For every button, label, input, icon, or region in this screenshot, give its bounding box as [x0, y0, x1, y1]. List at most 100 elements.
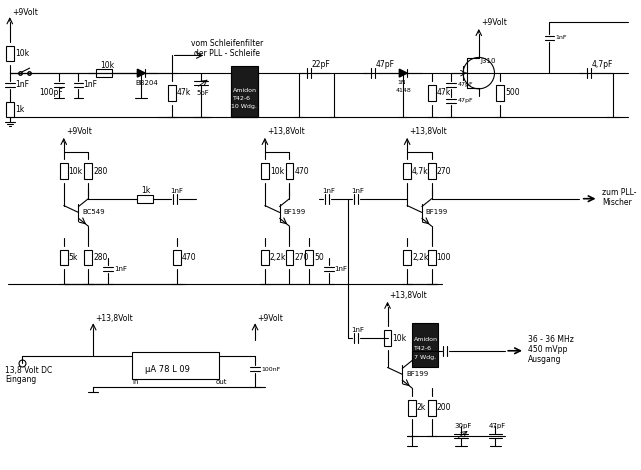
- Text: Eingang: Eingang: [5, 375, 36, 384]
- Text: 47k: 47k: [177, 88, 191, 97]
- Bar: [96, 69, 112, 77]
- Bar: [60, 250, 68, 266]
- Text: µA 78 L 09: µA 78 L 09: [146, 365, 190, 374]
- Bar: [383, 330, 392, 346]
- Bar: [6, 46, 13, 62]
- Text: 36 - 36 MHz: 36 - 36 MHz: [528, 336, 574, 345]
- Text: 280: 280: [93, 167, 108, 176]
- Text: +9Volt: +9Volt: [481, 17, 506, 27]
- Text: 2,2k: 2,2k: [270, 253, 286, 262]
- Text: 270: 270: [437, 167, 451, 176]
- Text: +9Volt: +9Volt: [12, 8, 38, 17]
- Text: 10 Wdg.: 10 Wdg.: [231, 104, 256, 109]
- Text: 470: 470: [181, 253, 196, 262]
- Text: Ausgang: Ausgang: [528, 355, 562, 364]
- Text: zum PLL-: zum PLL-: [603, 188, 637, 197]
- Text: 1nF: 1nF: [15, 80, 29, 89]
- Bar: [428, 400, 436, 415]
- Text: 1nF: 1nF: [322, 188, 335, 194]
- Bar: [6, 102, 13, 118]
- Text: 47pF: 47pF: [376, 60, 395, 69]
- Text: 470: 470: [294, 167, 309, 176]
- Text: BF199: BF199: [426, 210, 448, 215]
- Text: 22pF: 22pF: [312, 60, 331, 69]
- Text: 10k: 10k: [15, 49, 29, 58]
- Text: 13,8 Volt DC: 13,8 Volt DC: [5, 366, 52, 375]
- Bar: [85, 250, 92, 266]
- Text: 2k: 2k: [417, 403, 426, 412]
- Text: 4,7k: 4,7k: [412, 167, 429, 176]
- Bar: [285, 250, 294, 266]
- Text: 10k: 10k: [392, 334, 406, 343]
- Text: Mischer: Mischer: [603, 198, 632, 207]
- Bar: [428, 250, 436, 266]
- Bar: [261, 164, 269, 179]
- Text: T42-6: T42-6: [233, 96, 251, 101]
- Text: 100pF: 100pF: [39, 88, 63, 97]
- Bar: [60, 164, 68, 179]
- Bar: [261, 250, 269, 266]
- Text: 450 mVpp: 450 mVpp: [528, 345, 567, 354]
- Text: 10k: 10k: [69, 167, 83, 176]
- Text: T42-6: T42-6: [414, 346, 432, 351]
- Text: 1nF: 1nF: [351, 327, 364, 333]
- Text: 100: 100: [437, 253, 451, 262]
- Text: 100nF: 100nF: [261, 367, 280, 372]
- Text: Amidon: Amidon: [414, 337, 438, 343]
- Text: 30pF: 30pF: [454, 423, 472, 429]
- Bar: [133, 352, 219, 379]
- Text: J310: J310: [481, 58, 496, 64]
- Text: 47pF: 47pF: [457, 98, 473, 103]
- Text: 1nF: 1nF: [83, 80, 97, 89]
- Bar: [285, 164, 294, 179]
- Text: 4,7pF: 4,7pF: [592, 60, 613, 69]
- Text: +13,8Volt: +13,8Volt: [267, 127, 304, 136]
- Text: BC549: BC549: [83, 210, 105, 215]
- Text: out: out: [216, 379, 228, 385]
- Text: 200: 200: [437, 403, 451, 412]
- Bar: [137, 195, 153, 203]
- Text: +13,8Volt: +13,8Volt: [390, 291, 428, 300]
- Text: 1k: 1k: [15, 105, 24, 114]
- Text: BF199: BF199: [283, 210, 306, 215]
- Bar: [428, 164, 436, 179]
- Bar: [403, 250, 411, 266]
- Bar: [403, 164, 411, 179]
- Text: 47k: 47k: [437, 88, 451, 97]
- Polygon shape: [137, 69, 146, 77]
- Text: in: in: [133, 379, 139, 385]
- Text: +9Volt: +9Volt: [66, 127, 92, 136]
- Bar: [168, 85, 176, 101]
- Text: 47pF: 47pF: [457, 82, 473, 87]
- Text: 1nF: 1nF: [555, 35, 567, 40]
- Bar: [85, 164, 92, 179]
- Bar: [172, 250, 181, 266]
- Text: 1k: 1k: [141, 186, 151, 196]
- Text: 1nF: 1nF: [351, 188, 364, 194]
- Text: 1nF: 1nF: [170, 188, 183, 194]
- Text: 7 Wdg.: 7 Wdg.: [414, 355, 436, 360]
- Text: 1N: 1N: [397, 80, 406, 86]
- Text: 10k: 10k: [100, 61, 114, 70]
- Text: Amidon: Amidon: [233, 88, 256, 93]
- Text: BF199: BF199: [406, 371, 428, 377]
- Bar: [231, 66, 258, 118]
- Text: +13,8Volt: +13,8Volt: [95, 314, 133, 323]
- Text: BB204: BB204: [135, 80, 158, 86]
- Text: vom Schleifenfilter: vom Schleifenfilter: [191, 39, 263, 48]
- Bar: [408, 400, 416, 415]
- Polygon shape: [399, 69, 407, 77]
- Text: +13,8Volt: +13,8Volt: [409, 127, 447, 136]
- Text: 50: 50: [314, 253, 324, 262]
- Text: 1nF: 1nF: [114, 266, 127, 272]
- Text: 270: 270: [294, 253, 309, 262]
- Bar: [496, 85, 504, 101]
- Text: +9Volt: +9Volt: [257, 314, 283, 323]
- Bar: [412, 323, 438, 368]
- Text: 1nF: 1nF: [335, 266, 347, 272]
- Text: 5k: 5k: [69, 253, 78, 262]
- Text: 5pF: 5pF: [196, 90, 209, 96]
- Bar: [305, 250, 313, 266]
- Text: der PLL - Schleife: der PLL - Schleife: [194, 49, 260, 58]
- Text: 4148: 4148: [395, 88, 411, 93]
